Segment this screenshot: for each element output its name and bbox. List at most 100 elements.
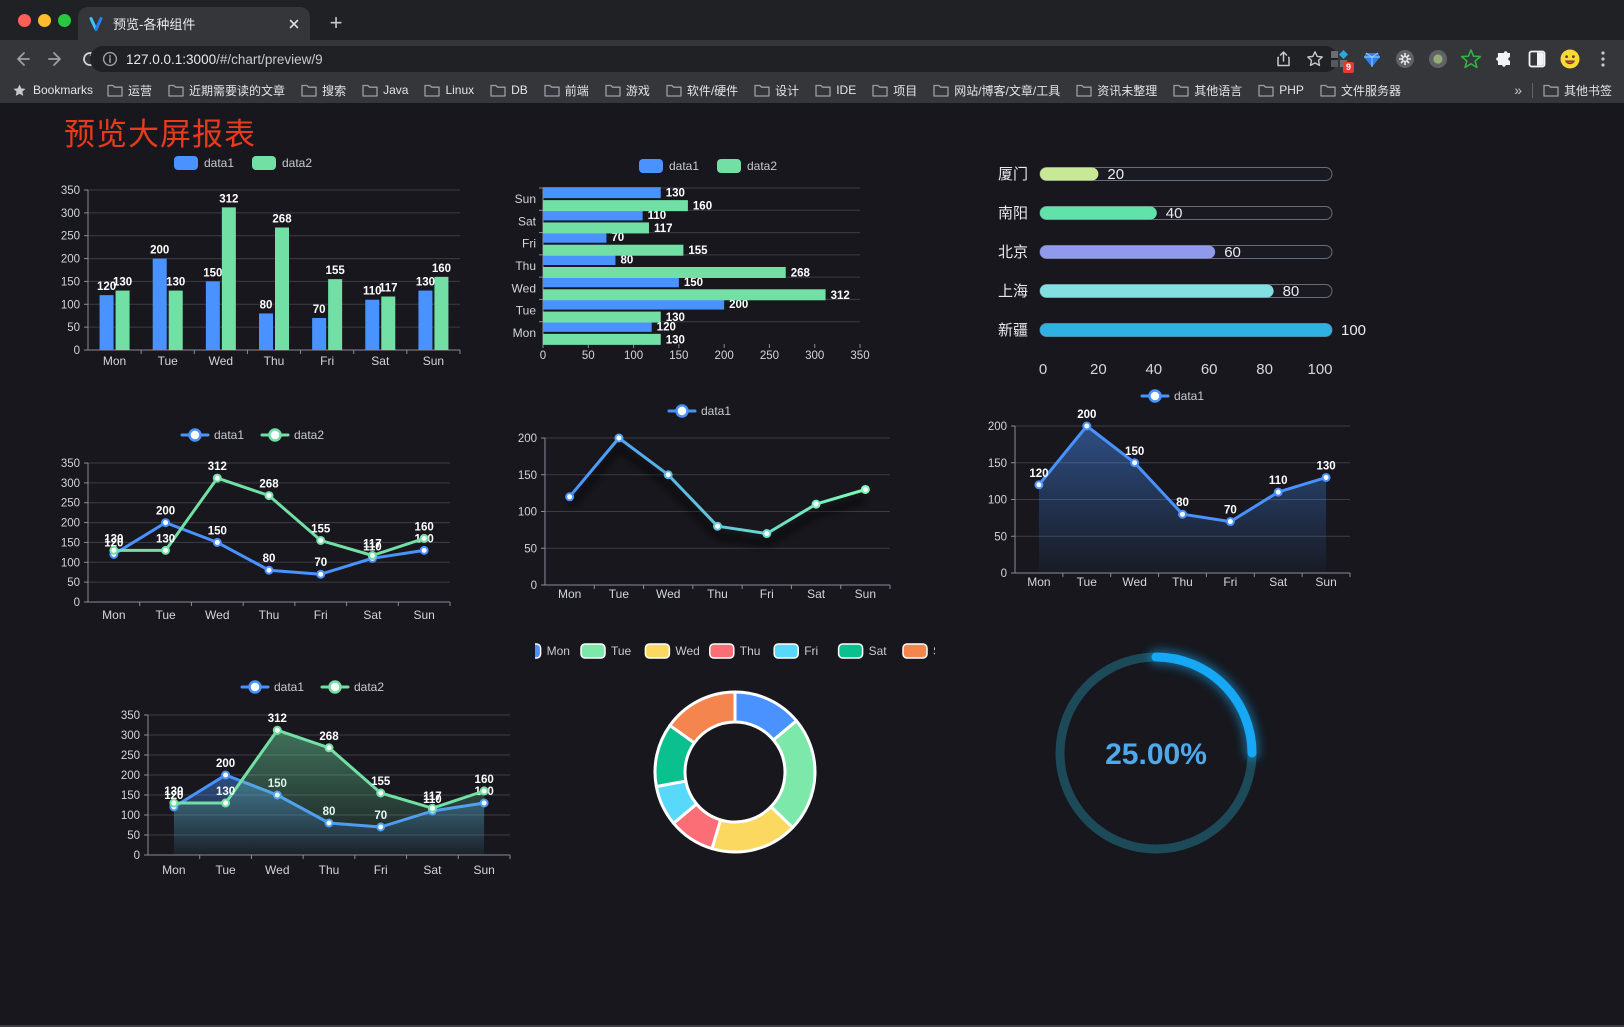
bookmark-folder[interactable]: 前端 <box>544 82 589 99</box>
chart-text: 155 <box>688 245 708 257</box>
chart-text: Thu <box>259 608 280 622</box>
chart-text: 300 <box>805 350 824 362</box>
chart-canvas-two-series-area[interactable]: 0 50 100 150 200 250 300 350 Mon Tue Wed Thu Fri Sat S… <box>100 668 530 908</box>
chart-canvas-line-two-series[interactable]: 0 50 100 150 200 250 300 350 Mon Tue Wed Thu Fri Sat S… <box>40 421 470 656</box>
chart-text: 200 <box>121 770 140 782</box>
chart-canvas-grouped-bar[interactable]: 0 50 100 150 200 250 300 350 Mon Tue Wed Thu Fri Sat S… <box>40 148 470 383</box>
chart-text: data2 <box>282 156 312 170</box>
chart-text: data1 <box>204 156 234 170</box>
folder-icon <box>301 84 317 97</box>
chart-text: data1 <box>214 428 244 442</box>
chart-canvas-gauge[interactable]: 25.00% <box>1036 637 1276 877</box>
chart-text: 120 <box>104 537 123 549</box>
traffic-light-zoom[interactable] <box>58 14 71 27</box>
bookmark-folder[interactable]: IDE <box>815 83 856 97</box>
traffic-light-minimize[interactable] <box>38 14 51 27</box>
legend-item[interactable]: Tue <box>580 643 632 659</box>
chart-text: 120 <box>97 281 116 293</box>
url-text[interactable]: 127.0.0.1:3000/#/chart/preview/9 <box>126 51 323 67</box>
bookmark-folder[interactable]: Linux <box>424 83 474 97</box>
legend-item[interactable]: Wed <box>644 643 700 659</box>
traffic-light-close[interactable] <box>18 14 31 27</box>
chart-text: 350 <box>61 185 80 197</box>
extension-emoji-icon[interactable] <box>1559 48 1581 70</box>
legend-item[interactable]: Sat <box>837 643 888 659</box>
bookmark-folder[interactable]: 其他语言 <box>1173 82 1242 99</box>
bookmark-folder[interactable]: 资讯未整理 <box>1076 82 1157 99</box>
chart-grouped-bar[interactable]: 0 50 100 150 200 250 300 350 Mon Tue Wed Thu Fri Sat S… <box>40 148 470 388</box>
extension-green-dot-icon[interactable] <box>1427 48 1449 70</box>
chart-canvas-donut[interactable]: Mon Tue Wed Thu Fri Sat Sun <box>515 640 954 890</box>
legend-item[interactable]: Mon <box>515 643 570 659</box>
extension-puzzle-icon[interactable] <box>1493 48 1515 70</box>
legend-item[interactable]: data2 <box>717 159 777 173</box>
progress-bar <box>1040 167 1099 181</box>
bookmark-folder[interactable]: 近期需要读的文章 <box>168 82 285 99</box>
folder-icon <box>1173 84 1189 97</box>
forward-icon[interactable] <box>45 48 67 70</box>
bookmarks-root[interactable]: Bookmarks <box>12 83 93 98</box>
bookmark-star-icon[interactable] <box>1306 50 1324 68</box>
legend-item[interactable]: data2 <box>260 428 324 442</box>
bookmark-folder[interactable]: 文件服务器 <box>1320 82 1401 99</box>
bookmark-folder[interactable]: 软件/硬件 <box>666 82 738 99</box>
new-tab-button[interactable]: + <box>329 10 343 35</box>
other-bookmarks[interactable]: 其他书签 <box>1543 82 1612 99</box>
bookmarks-tail: » 其他书签 <box>1514 82 1612 99</box>
chart-canvas-gradient-line[interactable]: 0 50 100 150 200 Mon Tue Wed Thu Fri Sat Sun data1 <box>490 395 910 625</box>
legend-item[interactable]: data1 <box>667 404 731 418</box>
legend-item[interactable]: Thu <box>709 643 761 659</box>
chart-area-line[interactable]: 0 50 100 150 200 Mon Tue Wed Thu Fri Sat Sun 120 200 1… <box>960 383 1390 618</box>
url-bar[interactable]: 127.0.0.1:3000/#/chart/preview/9 <box>90 46 1338 72</box>
menu-icon[interactable] <box>1592 48 1614 70</box>
bookmark-folder[interactable]: 设计 <box>754 82 799 99</box>
legend-item[interactable]: data1 <box>174 156 234 170</box>
legend-item[interactable]: data1 <box>639 159 699 173</box>
legend-item[interactable]: data2 <box>320 680 384 694</box>
chart-line-two-series[interactable]: 0 50 100 150 200 250 300 350 Mon Tue Wed Thu Fri Sat S… <box>40 421 470 661</box>
back-icon[interactable] <box>11 48 33 70</box>
site-info-icon[interactable] <box>102 51 118 67</box>
legend-item[interactable]: data1 <box>180 428 244 442</box>
bookmark-folder[interactable]: 网站/博客/文章/工具 <box>933 82 1060 99</box>
tab-close-icon[interactable] <box>288 18 300 30</box>
chart-two-series-area[interactable]: 0 50 100 150 200 250 300 350 Mon Tue Wed Thu Fri Sat S… <box>100 668 530 913</box>
legend-item[interactable]: Sun <box>902 643 954 659</box>
browser-tab[interactable]: 预览-各种组件 <box>78 7 310 40</box>
bookmark-folder[interactable]: Java <box>362 83 408 97</box>
chart-progress-bars[interactable]: 厦门 20 南阳 40 北京 60 上海 80 新疆 100 0 20 40 60 80 100 <box>985 148 1405 403</box>
legend-item[interactable]: data1 <box>1140 389 1204 403</box>
extension-snowflake-icon[interactable] <box>1394 48 1416 70</box>
bookmark-folder[interactable]: 项目 <box>872 82 917 99</box>
chart-text: Sun <box>423 354 444 368</box>
folder-icon <box>754 84 770 97</box>
chart-text: 50 <box>127 830 140 842</box>
data-point <box>1034 480 1044 490</box>
legend-item[interactable]: data1 <box>240 680 304 694</box>
extension-reader-icon[interactable] <box>1526 48 1548 70</box>
chart-text: 20 <box>1107 166 1124 183</box>
legend-item[interactable]: data2 <box>252 156 312 170</box>
chart-gauge[interactable]: 25.00% <box>1036 637 1276 882</box>
chart-canvas-area-line[interactable]: 0 50 100 150 200 Mon Tue Wed Thu Fri Sat Sun 120 200 1… <box>960 383 1390 613</box>
share-icon[interactable] <box>1275 50 1292 68</box>
extension-star-icon[interactable] <box>1460 48 1482 70</box>
chart-text: 50 <box>994 531 1007 543</box>
extension-grid-icon[interactable]: 9 <box>1328 48 1354 73</box>
legend-item[interactable]: Fri <box>773 643 818 659</box>
bookmark-folder[interactable]: 运营 <box>107 82 152 99</box>
chart-horizontal-bar[interactable]: 0 50 100 150 200 250 300 350 Mon 120 130 Tue 200 130 W… <box>500 148 900 383</box>
chart-text: 350 <box>61 458 80 470</box>
bookmark-folder[interactable]: PHP <box>1258 83 1304 97</box>
chart-canvas-progress-bars[interactable]: 厦门 20 南阳 40 北京 60 上海 80 新疆 100 0 20 40 60 80 100 <box>985 148 1405 398</box>
bookmark-folder[interactable]: 游戏 <box>605 82 650 99</box>
bookmarks-overflow-chevron[interactable]: » <box>1514 82 1522 98</box>
bookmark-folder[interactable]: 搜索 <box>301 82 346 99</box>
chart-gradient-line[interactable]: 0 50 100 150 200 Mon Tue Wed Thu Fri Sat Sun data1 <box>490 395 910 630</box>
chart-text: 80 <box>1283 283 1300 300</box>
chart-donut[interactable]: Mon Tue Wed Thu Fri Sat Sun <box>515 640 954 895</box>
bookmark-folder[interactable]: DB <box>490 83 528 97</box>
extension-gem-icon[interactable] <box>1361 48 1383 70</box>
toolbar: 127.0.0.1:3000/#/chart/preview/9 9 <box>0 40 1624 77</box>
